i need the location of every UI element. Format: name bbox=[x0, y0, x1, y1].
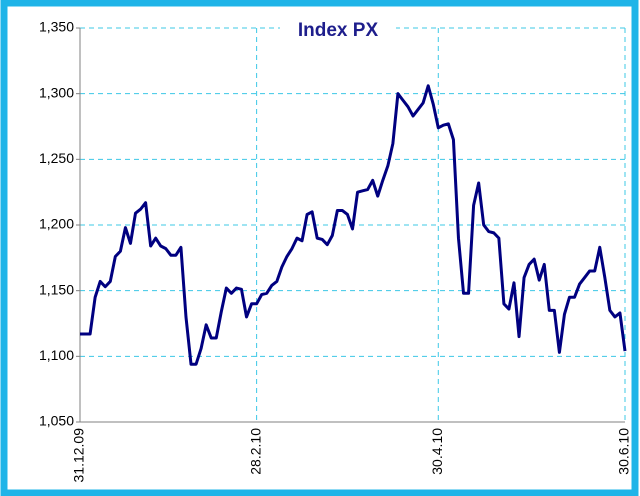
title-background bbox=[280, 18, 396, 42]
y-tick-label: 1,150 bbox=[39, 281, 74, 297]
x-tick-label: 31.12.09 bbox=[71, 428, 87, 483]
y-tick-label: 1,300 bbox=[39, 84, 74, 100]
y-tick-label: 1,050 bbox=[39, 413, 74, 429]
y-tick-label: 1,200 bbox=[39, 216, 74, 232]
y-tick-label: 1,250 bbox=[39, 150, 74, 166]
chart-title: Index PX bbox=[298, 20, 379, 41]
y-tick-label: 1,350 bbox=[39, 19, 74, 35]
x-tick-label: 28.2.10 bbox=[247, 428, 263, 475]
plot bbox=[80, 84, 627, 366]
grid: 1,050 1,100 1,150 1,200 1,250 1,300 1,350 31.12… bbox=[39, 19, 632, 483]
line-series bbox=[80, 84, 627, 366]
x-tick-label: 30.4.10 bbox=[429, 428, 445, 475]
x-tick-label: 30.6.10 bbox=[616, 428, 632, 475]
y-tick-label: 1,100 bbox=[39, 347, 74, 363]
